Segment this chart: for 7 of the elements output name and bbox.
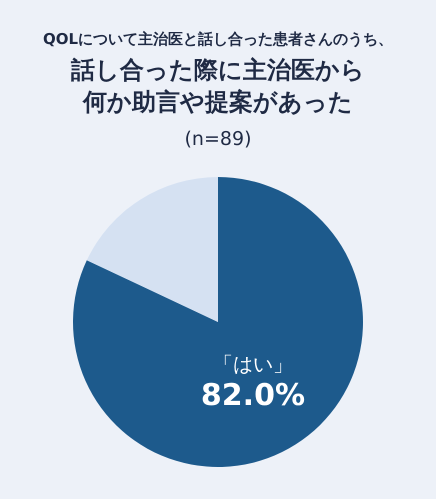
chart-title: QOLについて主治医と話し合った患者さんのうち、	[42, 30, 394, 49]
data-label: 82.0%	[200, 378, 305, 414]
chart-subtitle: 話し合った際に主治医から何か助言や提案があった	[70, 55, 366, 118]
pie-slice	[86, 177, 218, 322]
pie-slice	[73, 177, 363, 467]
slice-label: 「はい」	[212, 352, 293, 376]
text: (n=89)	[184, 128, 252, 150]
